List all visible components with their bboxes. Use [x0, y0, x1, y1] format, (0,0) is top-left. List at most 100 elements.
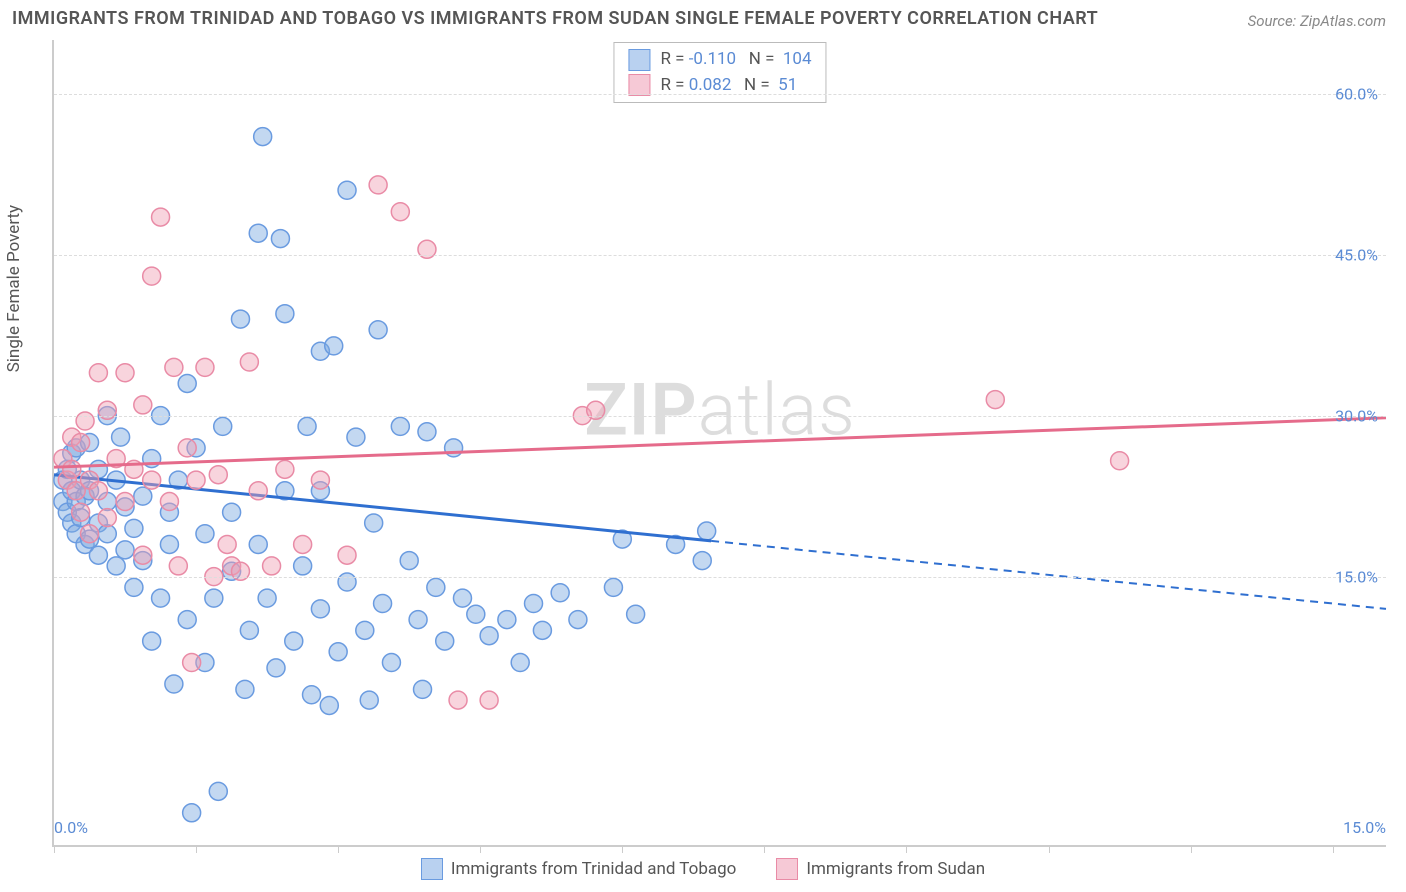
scatter-point: [112, 428, 130, 446]
scatter-point: [152, 589, 170, 607]
y-tick-label: 30.0%: [1335, 406, 1378, 425]
scatter-point: [134, 487, 152, 505]
scatter-point: [187, 471, 205, 489]
scatter-point: [267, 659, 285, 677]
scatter-point: [374, 595, 392, 613]
x-tick-mark: [196, 845, 197, 853]
x-tick-mark: [1333, 845, 1334, 853]
scatter-point: [325, 337, 343, 355]
scatter-point: [143, 267, 161, 285]
scatter-point: [209, 782, 227, 800]
trend-line-solid: [54, 418, 1386, 467]
scatter-point: [258, 589, 276, 607]
scatter-point: [89, 364, 107, 382]
x-tick-mark: [1191, 845, 1192, 853]
scatter-point: [298, 417, 316, 435]
scatter-point: [240, 621, 258, 639]
scatter-point: [125, 578, 143, 596]
scatter-point: [240, 353, 258, 371]
legend-swatch: [628, 49, 650, 71]
scatter-point: [169, 557, 187, 575]
scatter-point: [986, 391, 1004, 409]
legend-row: R = -0.110 N = 104: [628, 47, 811, 73]
scatter-point: [276, 305, 294, 323]
scatter-point: [143, 471, 161, 489]
scatter-point: [249, 535, 267, 553]
source-label: Source:: [1248, 12, 1297, 30]
scatter-point: [236, 680, 254, 698]
y-tick-label: 15.0%: [1335, 567, 1378, 586]
scatter-point: [72, 434, 90, 452]
scatter-point: [294, 535, 312, 553]
scatter-point: [369, 321, 387, 339]
scatter-point: [693, 552, 711, 570]
gridline: [54, 94, 1386, 95]
scatter-point: [205, 589, 223, 607]
scatter-point: [178, 439, 196, 457]
scatter-point: [453, 589, 471, 607]
scatter-point: [467, 605, 485, 623]
scatter-point: [107, 557, 125, 575]
scatter-point: [98, 509, 116, 527]
bottom-legend-label: Immigrants from Trinidad and Tobago: [451, 859, 736, 879]
scatter-point: [183, 804, 201, 822]
scatter-point: [72, 503, 90, 521]
x-tick-mark: [622, 845, 623, 853]
scatter-point: [183, 654, 201, 672]
scatter-point: [116, 364, 134, 382]
x-tick-mark: [338, 845, 339, 853]
scatter-point: [249, 482, 267, 500]
scatter-point: [449, 691, 467, 709]
source-attribution: Source: ZipAtlas.com: [1248, 12, 1386, 30]
x-tick-mark: [480, 845, 481, 853]
scatter-point: [196, 358, 214, 376]
scatter-point: [356, 621, 374, 639]
scatter-point: [311, 600, 329, 618]
gridline: [54, 577, 1386, 578]
scatter-point: [414, 680, 432, 698]
scatter-point: [480, 627, 498, 645]
scatter-point: [445, 439, 463, 457]
y-tick-label: 60.0%: [1335, 84, 1378, 103]
scatter-point: [165, 358, 183, 376]
scatter-point: [418, 423, 436, 441]
scatter-point: [263, 557, 281, 575]
scatter-point: [271, 230, 289, 248]
x-tick-mark: [764, 845, 765, 853]
legend-swatch: [421, 858, 443, 880]
scatter-point: [165, 675, 183, 693]
x-tick-label-left: 0.0%: [54, 818, 88, 837]
scatter-point: [1111, 452, 1129, 470]
chart-title: IMMIGRANTS FROM TRINIDAD AND TOBAGO VS I…: [12, 8, 1098, 29]
scatter-point: [369, 176, 387, 194]
scatter-point: [347, 428, 365, 446]
x-tick-mark: [1049, 845, 1050, 853]
chart-plot-area: ZIPatlas R = -0.110 N = 104R = 0.082 N =…: [52, 40, 1386, 847]
scatter-point: [320, 696, 338, 714]
scatter-point: [569, 611, 587, 629]
scatter-point: [125, 519, 143, 537]
scatter-point: [338, 546, 356, 564]
scatter-point: [329, 643, 347, 661]
scatter-point: [533, 621, 551, 639]
scatter-point: [365, 514, 383, 532]
scatter-point: [698, 522, 716, 540]
x-tick-mark: [54, 845, 55, 853]
gridline: [54, 416, 1386, 417]
scatter-point: [525, 595, 543, 613]
scatter-point: [160, 493, 178, 511]
y-axis-label: Single Female Poverty: [4, 205, 24, 372]
scatter-point: [627, 605, 645, 623]
scatter-point: [231, 310, 249, 328]
scatter-point: [143, 632, 161, 650]
bottom-legend-item: Immigrants from Trinidad and Tobago: [421, 858, 736, 880]
scatter-point: [391, 417, 409, 435]
scatter-point: [360, 691, 378, 709]
scatter-point: [134, 546, 152, 564]
scatter-point: [218, 535, 236, 553]
scatter-point: [294, 557, 312, 575]
scatter-point: [511, 654, 529, 672]
scatter-point: [116, 541, 134, 559]
scatter-point: [116, 493, 134, 511]
scatter-point: [196, 525, 214, 543]
